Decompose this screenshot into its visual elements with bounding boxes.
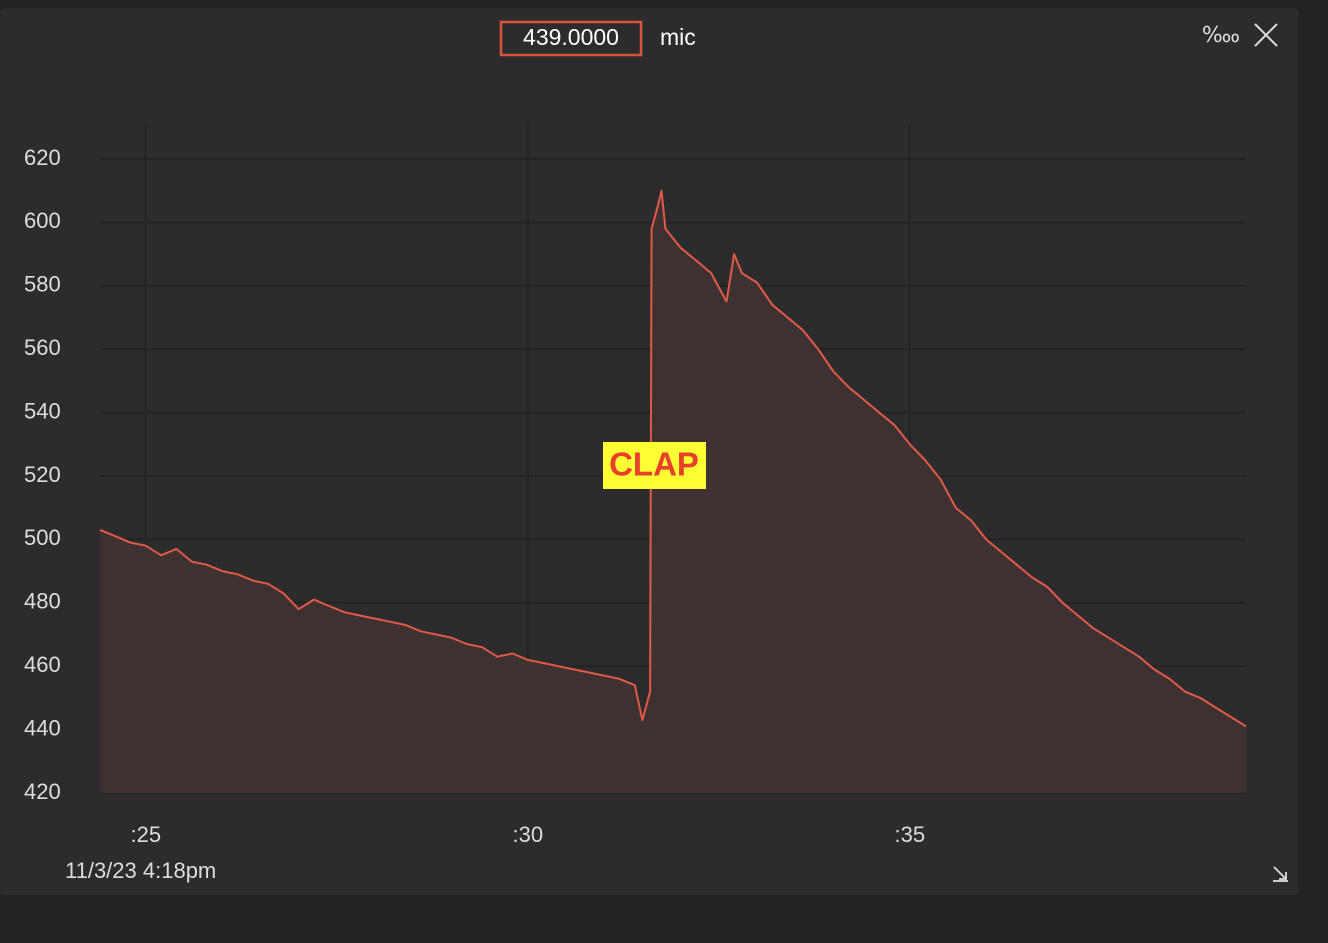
- y-tick-label: 500: [24, 525, 61, 550]
- date-label: 11/3/23 4:18pm: [65, 858, 216, 883]
- x-tick-label: :30: [513, 822, 544, 847]
- y-tick-label: 420: [24, 779, 61, 804]
- y-tick-label: 600: [24, 208, 61, 233]
- current-value[interactable]: 439.0000: [523, 24, 619, 50]
- plot: 420 440 460 480 500 520 540 560 580 600 620 :25 :30:…: [24, 125, 1247, 847]
- y-tick-label: 460: [24, 652, 61, 677]
- y-tick-label: 580: [24, 272, 61, 297]
- y-tick-label: 480: [24, 589, 61, 614]
- y-tick-label: 540: [24, 398, 61, 423]
- value-box[interactable]: [499, 20, 643, 57]
- y-tick-label: 440: [24, 715, 61, 740]
- y-tick-label: 560: [24, 335, 61, 360]
- x-tick-label: :35: [895, 822, 926, 847]
- area: [100, 190, 1246, 793]
- y-tick-label: 620: [24, 145, 61, 170]
- annotation-box: [603, 442, 706, 489]
- annotation: CLAP: [609, 446, 699, 483]
- line: [99, 189, 1247, 728]
- resize-handle[interactable]: [1273, 866, 1288, 882]
- unit-button[interactable]: ‱: [1202, 22, 1240, 47]
- x-tick-label: :25: [131, 822, 162, 847]
- y-tick-label: 520: [24, 462, 61, 487]
- close-button[interactable]: [1254, 23, 1278, 47]
- series-label: mic: [660, 24, 696, 50]
